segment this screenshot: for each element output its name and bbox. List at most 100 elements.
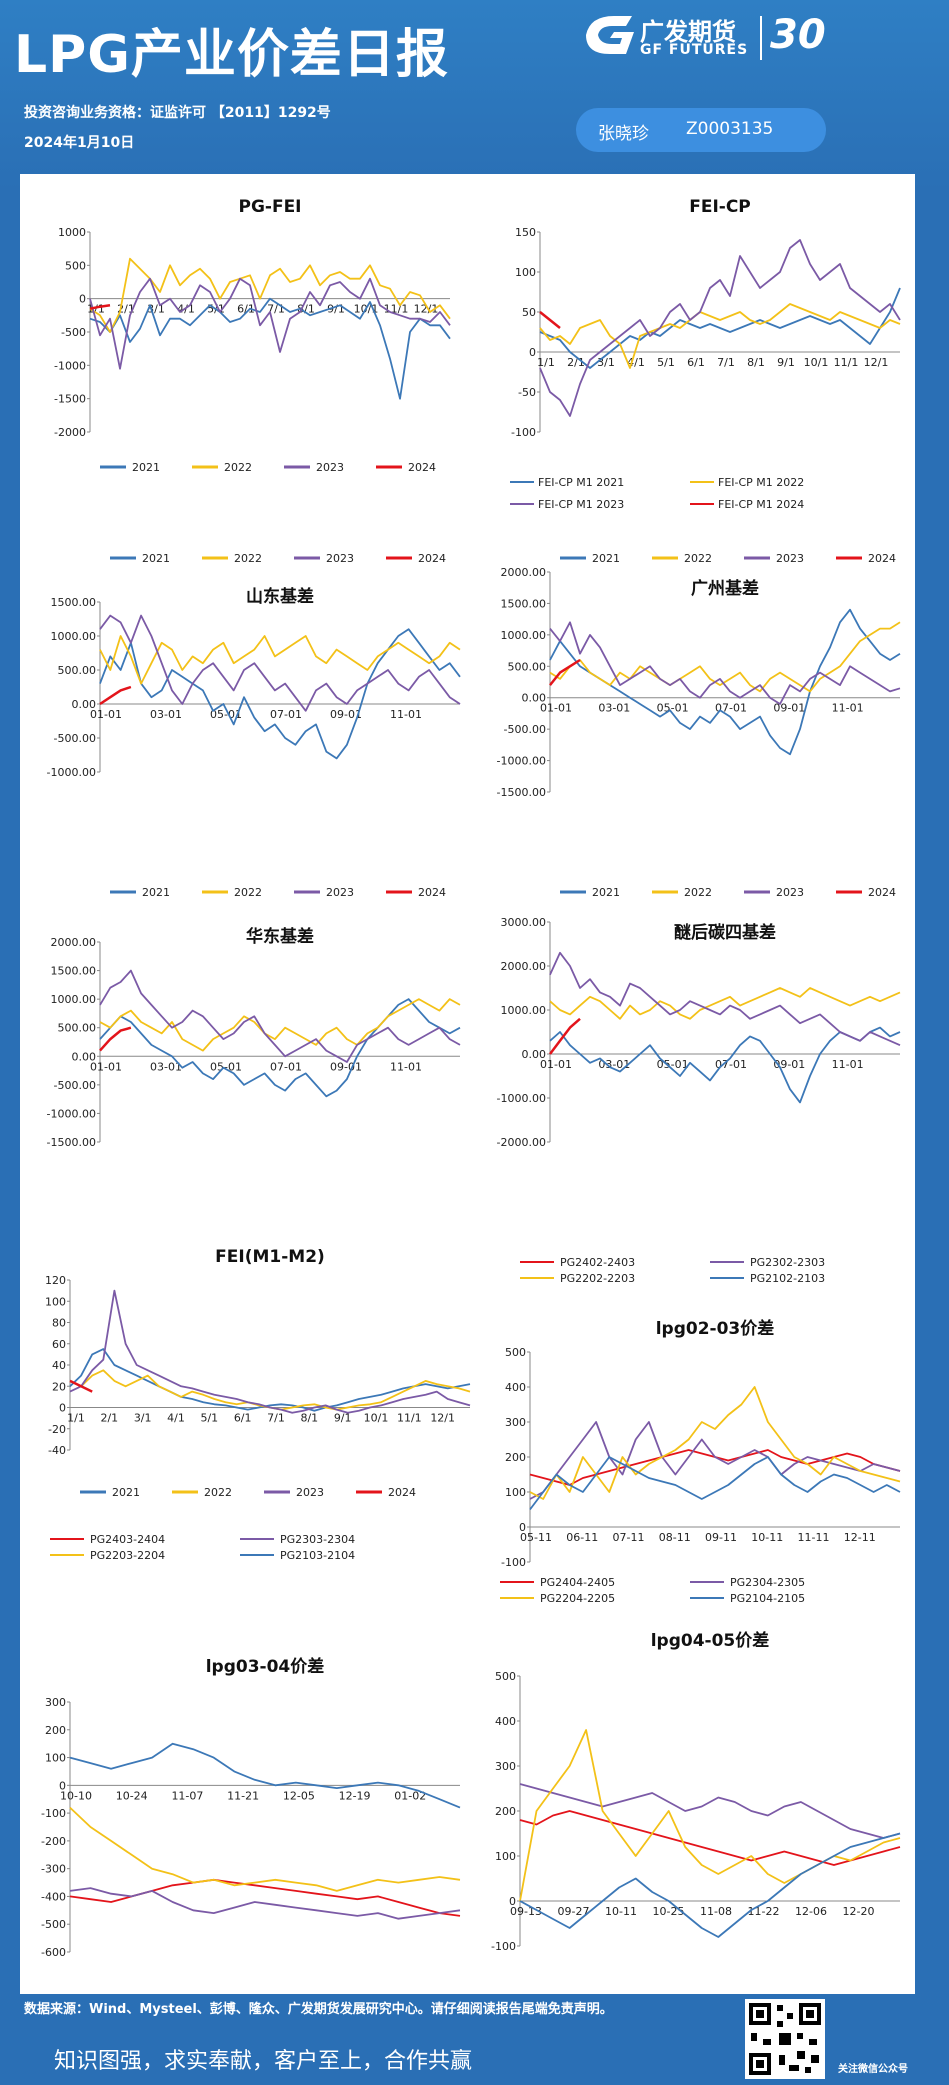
legend-label: PG2104-2105	[730, 1592, 805, 1605]
author-id: Z0003135	[686, 119, 774, 139]
series-line-2024	[99, 685, 132, 706]
series-line-2023	[99, 614, 461, 712]
y-tick-label: 0	[79, 293, 86, 306]
y-tick-label: 2000.00	[501, 960, 547, 973]
y-tick-label: -1000.00	[497, 1092, 546, 1105]
x-tick-label: 12/1	[864, 356, 889, 369]
chart-svg: 2000.00 1500.00 1000.00 500.00 0.00 -500.00 -1…	[47, 886, 461, 1149]
x-tick-label: 10-25	[653, 1905, 685, 1918]
y-tick-label: 100	[45, 1752, 66, 1765]
y-tick-label: 1500.00	[501, 597, 547, 610]
chart-svg: 120 100 80 60 40 20 0 -20 -40 1/1 2/1 3/1 4/1 5/1 6/1 7…	[45, 1247, 471, 1499]
y-tick-label: -100	[501, 1556, 526, 1569]
data-source: 数据来源：Wind、Mysteel、彭博、隆众、广发期货发展研究中心。请仔细阅读…	[24, 2002, 613, 2017]
y-tick-label: -1000.00	[47, 766, 96, 779]
legend-label: 2021	[142, 552, 170, 565]
y-tick-label: -500.00	[54, 732, 96, 745]
series-line-FEI-CP M1 2022	[539, 303, 901, 369]
slogan: 知识图强，求实奉献，客户至上，合作共赢	[54, 2049, 473, 2074]
chart-svg: 1500.00 1000.00 500.00 0.00 -500.00 -1000.00 0…	[47, 552, 461, 779]
series-line-2022	[99, 998, 461, 1052]
x-tick-label: 11/1	[834, 356, 859, 369]
y-tick-label: -1500	[54, 393, 86, 406]
x-tick-label: 01-02	[394, 1789, 426, 1802]
x-tick-label: 05-01	[657, 1058, 689, 1071]
x-tick-label: 03-01	[150, 708, 182, 721]
x-tick-label: 12/1	[430, 1412, 455, 1425]
legend-label: PG2302-2303	[750, 1256, 825, 1269]
y-tick-label: 1000.00	[51, 993, 97, 1006]
x-tick-label: 09-11	[705, 1531, 737, 1544]
y-tick-label: 0.00	[72, 1050, 97, 1063]
series-line-PG2103-2104	[69, 1742, 461, 1809]
legend-label: PG2403-2404	[90, 1533, 165, 1546]
x-tick-label: 8/1	[747, 356, 765, 369]
x-tick-label: 07-01	[715, 702, 747, 715]
x-tick-label: 3/1	[134, 1412, 152, 1425]
series-line-PG2303-2304	[69, 1887, 461, 1920]
y-tick-label: 400	[495, 1715, 516, 1728]
series-line-2021	[99, 628, 461, 760]
legend-label: 2023	[776, 552, 804, 565]
x-tick-label: 11-07	[171, 1789, 203, 1802]
y-tick-label: 2000.00	[501, 566, 547, 579]
series-line-2023	[549, 951, 901, 1047]
legend-label: PG2204-2205	[540, 1592, 615, 1605]
y-tick-label: 80	[52, 1317, 66, 1330]
legend-label: 2023	[316, 461, 344, 474]
series-line-FEI-CP M1 2023	[539, 239, 901, 417]
chart-pg-fei: 1000 500 0 -500 -1000 -1500 -2000 1/1 2/1 3/1 4/1 5…	[40, 192, 460, 502]
x-tick-label: 05-01	[210, 1060, 242, 1073]
y-tick-label: 300	[495, 1760, 516, 1773]
y-tick-label: 200	[495, 1805, 516, 1818]
x-tick-label: 09-01	[330, 708, 362, 721]
y-tick-label: -100	[491, 1940, 516, 1953]
series-line-FEI-CP M1 2024	[539, 311, 561, 329]
report-date: 2024年1月10日	[24, 135, 135, 151]
chart-svg: 300 200 100 0 -100 -200 -300 -400 -500 -600 10-10 1…	[41, 1533, 461, 1959]
legend-label: 2023	[326, 886, 354, 899]
chart-svg: 500 400 300 200 100 0 -100 09-13 09-27 10-11 10-25…	[491, 1576, 901, 1953]
x-tick-label: 6/1	[234, 1412, 252, 1425]
series-line-2023	[549, 621, 901, 705]
y-tick-label: -100	[41, 1807, 66, 1820]
series-line-2021	[69, 1348, 471, 1412]
chart-title: 山东基差	[246, 586, 314, 607]
series-line-2024	[549, 658, 581, 686]
x-tick-label: 07-01	[715, 1058, 747, 1071]
y-tick-label: -100	[511, 426, 536, 439]
x-tick-label: 6/1	[687, 356, 705, 369]
series-line-2022	[549, 621, 901, 693]
page-title: LPG产业价差日报	[14, 25, 449, 85]
logo-separator	[760, 16, 762, 60]
x-tick-label: 09-01	[773, 1058, 805, 1071]
x-tick-label: 07-11	[613, 1531, 645, 1544]
x-tick-label: 01-01	[90, 708, 122, 721]
x-tick-label: 01-01	[540, 1058, 572, 1071]
x-tick-label: 11-11	[798, 1531, 830, 1544]
legend-label: 2022	[684, 552, 712, 565]
x-tick-label: 09-27	[558, 1905, 590, 1918]
y-tick-label: 120	[45, 1274, 66, 1287]
chart-title: lpg03-04价差	[206, 1656, 325, 1677]
legend-label: 2023	[776, 886, 804, 899]
x-tick-label: 09-01	[773, 702, 805, 715]
y-tick-label: -400	[41, 1890, 66, 1903]
y-tick-label: -1000.00	[47, 1107, 96, 1120]
x-tick-label: 10-24	[116, 1789, 148, 1802]
legend-label: 2021	[112, 1486, 140, 1499]
y-tick-label: -1500.00	[497, 786, 546, 799]
legend-label: 2021	[142, 886, 170, 899]
x-tick-label: 6/1	[237, 303, 255, 316]
y-tick-label: 200	[45, 1724, 66, 1737]
legend-label: PG2203-2204	[90, 1549, 165, 1562]
x-tick-label: 12-11	[844, 1531, 876, 1544]
y-tick-label: -500	[61, 326, 86, 339]
legend-label: 2022	[234, 552, 262, 565]
series-line-PG2202-2203	[529, 1386, 901, 1500]
y-tick-label: 500.00	[508, 660, 547, 673]
company-logo: 广发期货 GF FUTURES 30	[580, 12, 930, 64]
chart-svg: 500 400 300 200 100 0 -100 05-11 06-11 07-11 08-11…	[501, 1256, 901, 1569]
legend-label: PG2303-2304	[280, 1533, 355, 1546]
